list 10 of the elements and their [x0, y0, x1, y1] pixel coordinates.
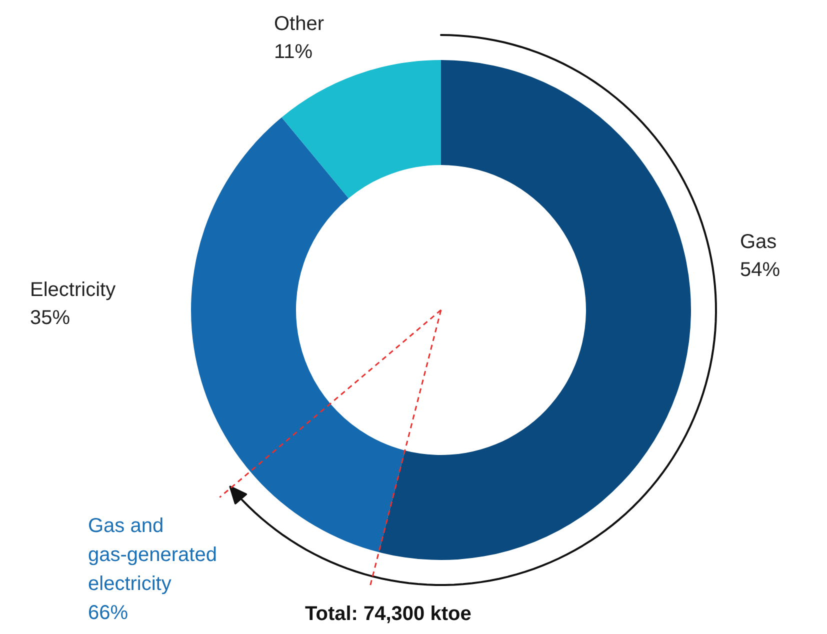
- text: Total: 74,300 ktoe: [305, 603, 472, 625]
- slice-label: Electricity: [30, 279, 116, 301]
- data-label: 54%: [740, 259, 780, 281]
- slice-label: Other: [274, 13, 324, 35]
- data-label: 11%: [274, 41, 313, 63]
- donut-slice: [378, 60, 691, 560]
- text: Gas and gas-generated electricity 66%: [88, 515, 217, 624]
- donut-slice: [282, 60, 441, 198]
- slice-label: Gas: [740, 231, 777, 253]
- data-label: 35%: [30, 307, 70, 329]
